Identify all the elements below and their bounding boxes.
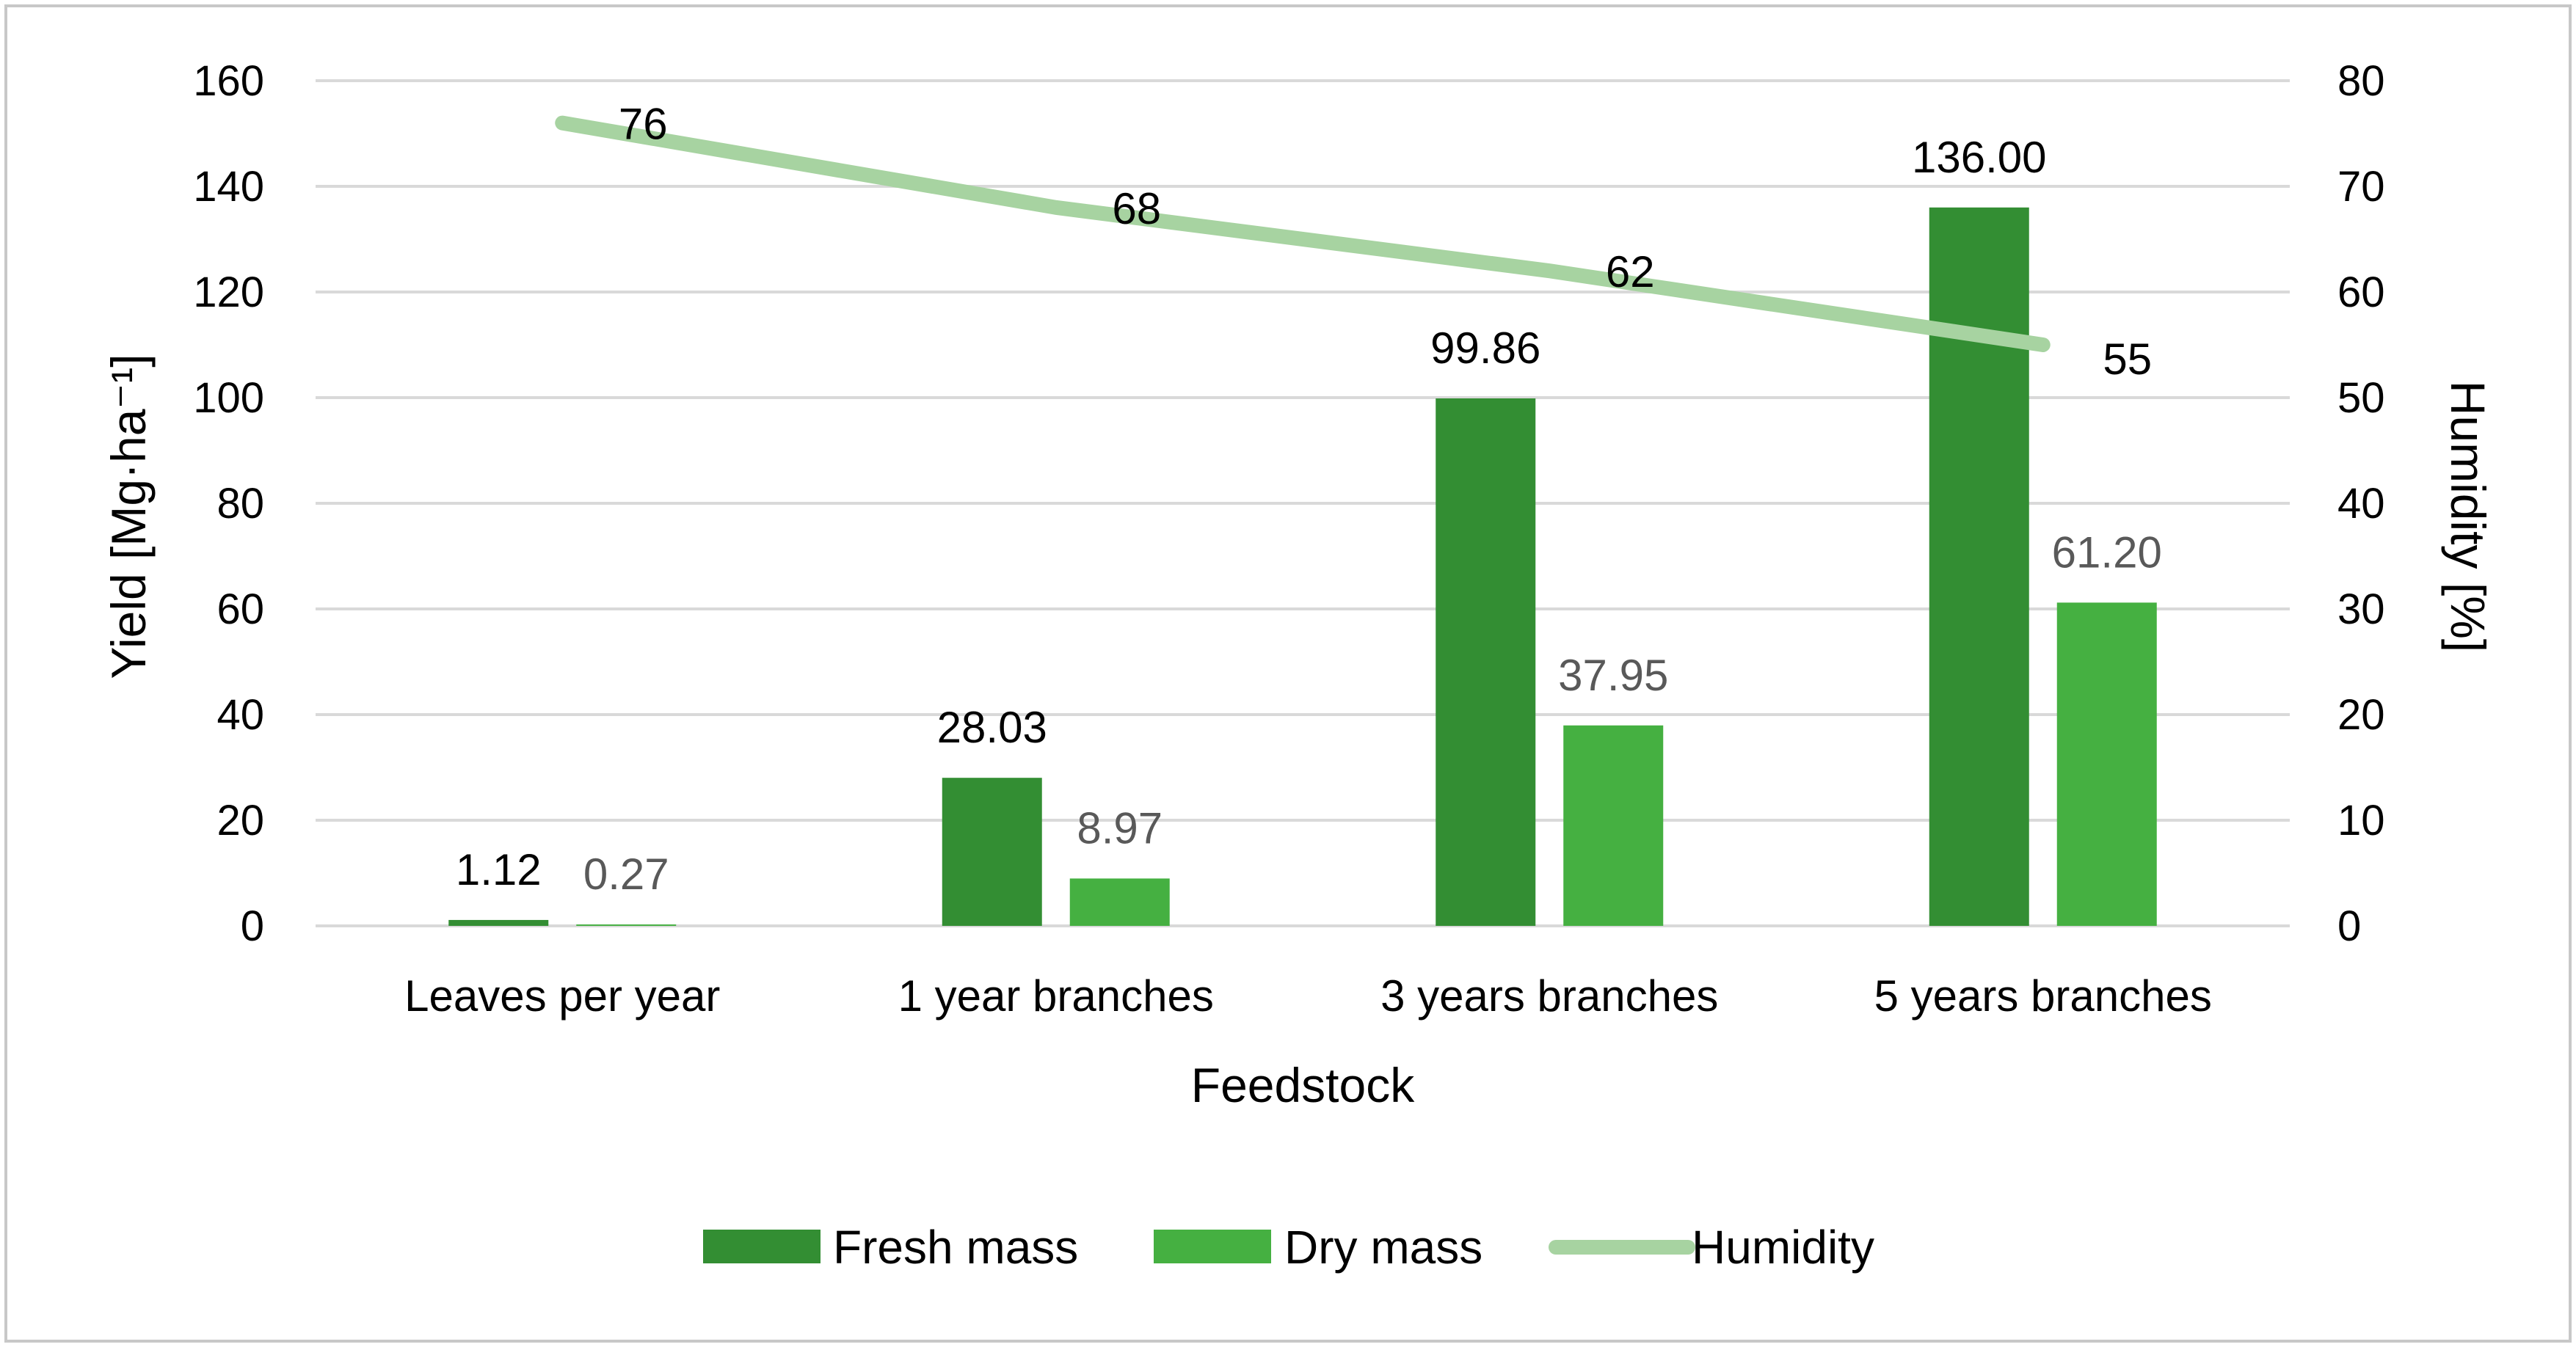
y-tick-label: 120 xyxy=(193,269,264,316)
bar-dry-mass xyxy=(576,924,677,926)
axes: 0 20 40 60 80 100 120 140 160 0 10 20 30 40 50 60 70 80 Le… xyxy=(193,57,2384,1021)
data-label-fresh-mass: 99.86 xyxy=(1430,324,1540,373)
bar-dry-mass xyxy=(1069,878,1170,926)
legend-dry-mass-swatch xyxy=(1154,1230,1271,1263)
bar-fresh-mass xyxy=(448,919,549,926)
y2-tick-label: 80 xyxy=(2337,57,2385,105)
data-label-dry-mass: 0.27 xyxy=(583,850,669,899)
legend-fresh-mass-swatch xyxy=(703,1230,821,1263)
humidity-point xyxy=(1548,269,1551,273)
x-tick-label: 1 year branches xyxy=(898,971,1214,1021)
legend-fresh-mass-label: Fresh mass xyxy=(833,1221,1078,1274)
humidity-point xyxy=(2041,343,2045,346)
bar-dry-mass xyxy=(2056,602,2157,926)
data-label-humidity: 76 xyxy=(619,100,668,149)
chart-frame xyxy=(4,4,2572,1343)
data-label-humidity: 62 xyxy=(1606,247,1655,296)
y-axis-title: Yield [Mg·ha⁻¹] xyxy=(101,354,156,679)
y-tick-label: 20 xyxy=(217,797,264,844)
y2-tick-label: 20 xyxy=(2337,691,2385,739)
humidity-point xyxy=(561,121,564,125)
humidity-point xyxy=(1054,205,1058,209)
data-label-dry-mass: 37.95 xyxy=(1558,651,1668,700)
y2-axis-title: Humidity [%] xyxy=(2441,381,2495,652)
y2-tick-label: 60 xyxy=(2337,269,2385,316)
humidity-line xyxy=(555,115,2051,352)
x-axis-title: Feedstock xyxy=(1191,1058,1415,1112)
bar-dry-mass xyxy=(1563,725,1664,926)
y-tick-label: 160 xyxy=(193,57,264,105)
y-tick-label: 100 xyxy=(193,374,264,422)
y-tick-label: 80 xyxy=(217,480,264,528)
y2-tick-label: 0 xyxy=(2337,902,2361,950)
x-tick-label: 3 years branches xyxy=(1380,971,1718,1021)
legend-dry-mass-label: Dry mass xyxy=(1284,1221,1482,1274)
y-tick-label: 40 xyxy=(217,691,264,739)
data-label-humidity: 68 xyxy=(1112,184,1161,233)
y2-tick-label: 50 xyxy=(2337,374,2385,422)
data-labels: 1.12 0.27 28.03 8.97 99.86 37.95 136.00 61.20 76… xyxy=(456,100,2162,899)
bar-fresh-mass xyxy=(1436,398,1536,926)
y2-tick-label: 70 xyxy=(2337,163,2385,211)
data-label-dry-mass: 61.20 xyxy=(2052,528,2162,577)
y2-tick-label: 30 xyxy=(2337,585,2385,633)
gridlines xyxy=(316,79,2290,927)
y-tick-label: 60 xyxy=(217,585,264,633)
legend: Fresh mass Dry mass Humidity xyxy=(703,1221,1874,1274)
y2-tick-label: 10 xyxy=(2337,797,2385,844)
x-tick-label: Leaves per year xyxy=(404,971,720,1021)
data-label-fresh-mass: 1.12 xyxy=(456,845,542,894)
humidity-line-group xyxy=(555,115,2051,352)
data-label-fresh-mass: 28.03 xyxy=(937,703,1047,752)
x-tick-label: 5 years branches xyxy=(1874,971,2212,1021)
bar-fresh-mass xyxy=(942,778,1042,926)
data-label-fresh-mass: 136.00 xyxy=(1912,133,2047,182)
y-tick-label: 0 xyxy=(241,902,264,950)
y-tick-label: 140 xyxy=(193,163,264,211)
y2-tick-label: 40 xyxy=(2337,480,2385,528)
legend-humidity-label: Humidity xyxy=(1692,1221,1874,1274)
data-label-humidity: 55 xyxy=(2103,335,2152,384)
bar-fresh-mass xyxy=(1929,207,2029,926)
data-label-dry-mass: 8.97 xyxy=(1077,803,1163,853)
